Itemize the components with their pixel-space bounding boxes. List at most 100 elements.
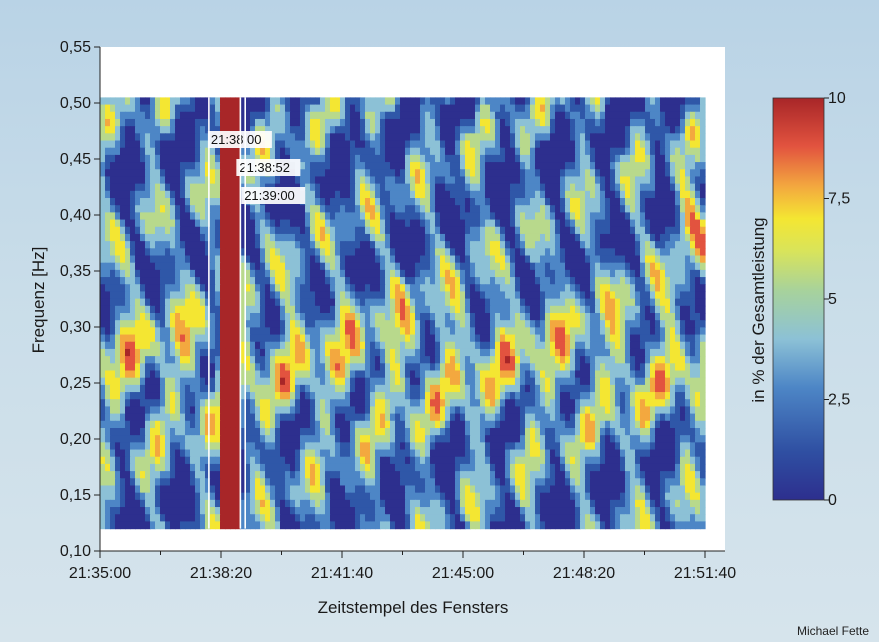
heatmap-cell	[550, 334, 556, 343]
heatmap-cell	[260, 356, 266, 364]
heatmap-cell	[110, 126, 116, 134]
heatmap-cell	[540, 255, 546, 264]
heatmap-cell	[410, 154, 416, 163]
heatmap-cell	[500, 255, 506, 264]
heatmap-cell	[160, 190, 166, 199]
heatmap-cell	[405, 327, 411, 336]
heatmap-cell	[605, 291, 611, 300]
heatmap-cell	[555, 169, 561, 178]
heatmap-cell	[130, 233, 136, 242]
heatmap-cell	[110, 241, 116, 249]
heatmap-cell	[435, 356, 441, 364]
heatmap-cell	[635, 133, 641, 142]
heatmap-cell	[355, 269, 361, 278]
heatmap-cell	[215, 97, 221, 106]
heatmap-cell	[270, 126, 276, 134]
heatmap-cell	[455, 169, 461, 178]
heatmap-cell	[235, 363, 241, 372]
heatmap-cell	[610, 262, 616, 271]
heatmap-cell	[290, 284, 296, 293]
heatmap-cell	[390, 219, 396, 228]
heatmap-cell	[480, 162, 486, 170]
heatmap-cell	[165, 341, 171, 350]
heatmap-cell	[265, 298, 271, 307]
heatmap-cell	[585, 356, 591, 364]
heatmap-cell	[680, 233, 686, 242]
heatmap-cell	[580, 118, 586, 127]
heatmap-cell	[310, 255, 316, 264]
heatmap-cell	[590, 305, 596, 314]
heatmap-cell	[320, 284, 326, 293]
heatmap-cell	[170, 313, 176, 321]
heatmap-cell	[635, 118, 641, 127]
heatmap-cell	[100, 341, 106, 350]
heatmap-cell	[590, 126, 596, 134]
heatmap-cell	[430, 190, 436, 199]
heatmap-cell	[650, 334, 656, 343]
heatmap-cell	[680, 219, 686, 228]
heatmap-cell	[680, 154, 686, 163]
heatmap-cell	[515, 313, 521, 321]
heatmap-cell	[245, 111, 251, 120]
heatmap-cell	[345, 356, 351, 364]
heatmap-cell	[205, 219, 211, 228]
heatmap-cell	[425, 277, 431, 285]
heatmap-cell	[305, 291, 311, 300]
heatmap-cell	[440, 169, 446, 178]
heatmap-cell	[485, 363, 491, 372]
heatmap-cell	[315, 133, 321, 142]
heatmap-cell	[590, 97, 596, 106]
heatmap-cell	[560, 219, 566, 228]
heatmap-cell	[405, 384, 411, 393]
heatmap-cell	[485, 327, 491, 336]
heatmap-cell	[645, 205, 651, 213]
heatmap-cell	[405, 198, 411, 206]
heatmap-cell	[615, 284, 621, 293]
heatmap-cell	[400, 176, 406, 185]
heatmap-cell	[165, 154, 171, 163]
heatmap-cell	[600, 162, 606, 170]
heatmap-cell	[690, 190, 696, 199]
heatmap-cell	[175, 241, 181, 249]
heatmap-cell	[655, 169, 661, 178]
heatmap-cell	[680, 348, 686, 357]
heatmap-cell	[465, 97, 471, 106]
heatmap-cell	[580, 190, 586, 199]
heatmap-cell	[285, 111, 291, 120]
heatmap-cell	[300, 162, 306, 170]
heatmap-cell	[345, 140, 351, 149]
heatmap-cell	[410, 212, 416, 221]
heatmap-cell	[500, 147, 506, 156]
heatmap-cell	[665, 291, 671, 300]
heatmap-cell	[560, 348, 566, 357]
heatmap-cell	[305, 140, 311, 149]
heatmap-cell	[625, 262, 631, 271]
heatmap-cell	[550, 356, 556, 364]
heatmap-cell	[375, 305, 381, 314]
heatmap-cell	[630, 147, 636, 156]
heatmap-cell	[575, 233, 581, 242]
heatmap-cell	[345, 377, 351, 386]
heatmap-cell	[390, 226, 396, 235]
heatmap-cell	[275, 118, 281, 127]
heatmap-cell	[100, 334, 106, 343]
heatmap-cell	[250, 262, 256, 271]
heatmap-cell	[520, 104, 526, 113]
heatmap-cell	[285, 341, 291, 350]
heatmap-cell	[350, 169, 356, 178]
heatmap-cell	[480, 198, 486, 206]
heatmap-cell	[265, 219, 271, 228]
heatmap-cell	[260, 248, 266, 257]
heatmap-cell	[340, 219, 346, 228]
heatmap-cell	[675, 277, 681, 285]
heatmap-cell	[195, 118, 201, 127]
heatmap-cell	[640, 248, 646, 257]
heatmap-cell	[565, 248, 571, 257]
heatmap-cell	[420, 147, 426, 156]
heatmap-cell	[475, 363, 481, 372]
heatmap-cell	[290, 269, 296, 278]
heatmap-cell	[335, 341, 341, 350]
heatmap-cell	[530, 198, 536, 206]
heatmap-cell	[655, 205, 661, 213]
heatmap-cell	[425, 291, 431, 300]
